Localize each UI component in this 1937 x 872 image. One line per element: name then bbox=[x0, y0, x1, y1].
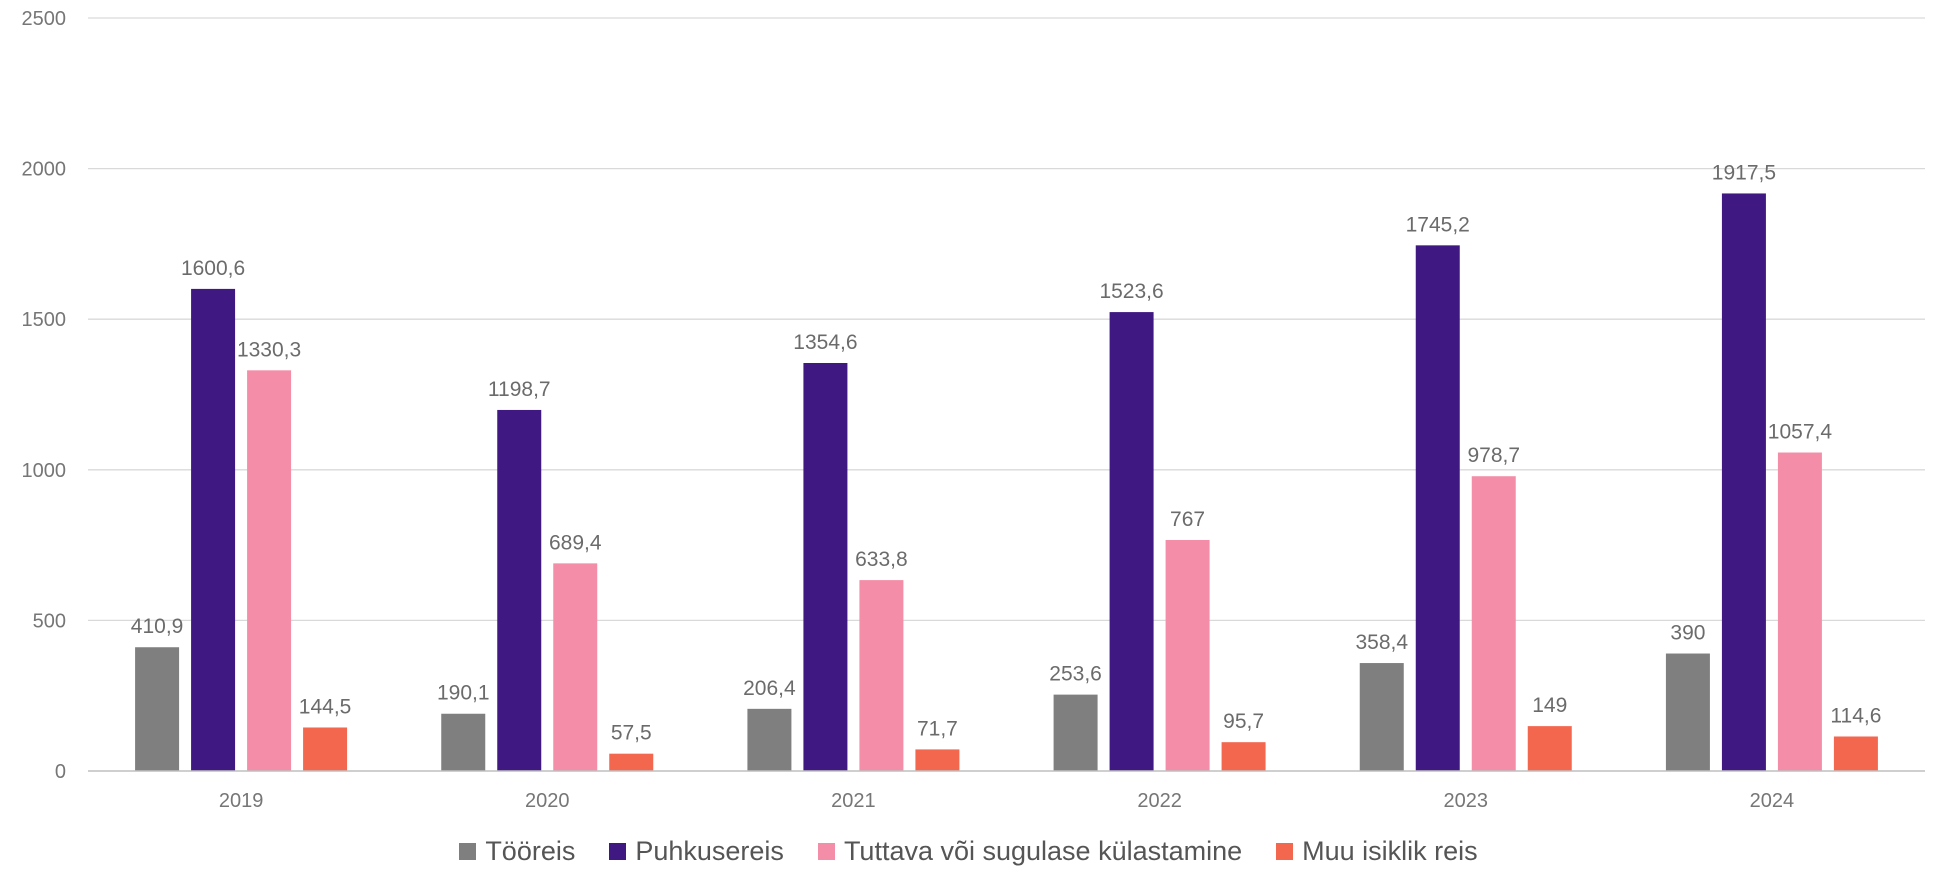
data-label: 978,7 bbox=[1467, 444, 1520, 467]
legend-label: Puhkusereis bbox=[635, 836, 784, 866]
bar bbox=[1109, 312, 1154, 771]
bar bbox=[1053, 694, 1098, 771]
data-label: 1600,6 bbox=[181, 257, 245, 280]
bar bbox=[135, 647, 180, 771]
data-label: 144,5 bbox=[299, 695, 352, 718]
x-tick-label: 2023 bbox=[1444, 790, 1489, 812]
data-label: 358,4 bbox=[1355, 631, 1408, 654]
bar bbox=[1359, 663, 1404, 771]
y-tick-label: 2000 bbox=[22, 159, 67, 181]
data-label: 1057,4 bbox=[1768, 421, 1833, 444]
data-label: 95,7 bbox=[1223, 710, 1264, 733]
bar bbox=[553, 563, 598, 771]
bar bbox=[747, 708, 792, 771]
bar bbox=[1777, 452, 1822, 771]
legend-item: Tööreis bbox=[459, 836, 575, 867]
bar bbox=[1415, 245, 1460, 771]
bar bbox=[1833, 736, 1878, 771]
bar bbox=[441, 713, 486, 771]
data-label: 410,9 bbox=[131, 615, 184, 638]
data-label: 114,6 bbox=[1830, 704, 1881, 727]
bar bbox=[1527, 726, 1572, 771]
data-label: 1523,6 bbox=[1099, 280, 1163, 303]
legend-swatch bbox=[609, 843, 627, 860]
legend-label: Tööreis bbox=[485, 836, 576, 866]
data-label: 253,6 bbox=[1049, 663, 1102, 686]
bar bbox=[803, 362, 848, 771]
data-label: 767 bbox=[1170, 508, 1205, 531]
x-tick-label: 2021 bbox=[831, 790, 876, 812]
data-label: 390 bbox=[1670, 622, 1705, 645]
legend-item: Puhkusereis bbox=[609, 836, 784, 867]
legend-item: Tuttava või sugulase külastamine bbox=[817, 836, 1243, 867]
bar bbox=[915, 749, 960, 771]
bar bbox=[1721, 193, 1766, 772]
bar bbox=[191, 288, 236, 771]
data-label: 1917,5 bbox=[1712, 161, 1776, 184]
legend-item: Muu isiklik reis bbox=[1276, 836, 1478, 867]
x-tick-label: 2019 bbox=[219, 790, 264, 812]
data-label: 57,5 bbox=[611, 722, 652, 745]
y-tick-label: 2500 bbox=[22, 8, 67, 30]
data-label: 149 bbox=[1532, 694, 1567, 717]
bar bbox=[859, 580, 904, 771]
legend-swatch bbox=[1276, 843, 1294, 860]
data-label: 1330,3 bbox=[237, 338, 301, 361]
y-tick-label: 500 bbox=[33, 610, 66, 632]
x-tick-label: 2024 bbox=[1750, 790, 1795, 812]
bar bbox=[303, 727, 348, 771]
y-tick-label: 1000 bbox=[22, 460, 67, 482]
data-label: 633,8 bbox=[855, 548, 908, 571]
bar bbox=[1221, 742, 1266, 771]
bar bbox=[1665, 653, 1710, 771]
data-label: 1354,6 bbox=[793, 331, 857, 354]
legend-label: Muu isiklik reis bbox=[1302, 836, 1478, 866]
data-label: 1745,2 bbox=[1406, 213, 1470, 236]
y-tick-label: 0 bbox=[55, 761, 66, 783]
legend-swatch bbox=[817, 843, 835, 860]
data-label: 190,1 bbox=[437, 682, 490, 705]
bar bbox=[1471, 476, 1516, 771]
bar bbox=[609, 753, 654, 771]
x-tick-label: 2020 bbox=[525, 790, 570, 812]
bar bbox=[1165, 539, 1210, 771]
bar bbox=[247, 370, 292, 771]
y-tick-label: 1500 bbox=[22, 309, 67, 331]
legend-label: Tuttava või sugulase külastamine bbox=[843, 836, 1243, 866]
data-label: 689,4 bbox=[549, 531, 602, 554]
data-label: 1198,7 bbox=[488, 378, 551, 401]
x-tick-label: 2022 bbox=[1137, 790, 1182, 812]
chart-legend: Tööreis Puhkusereis Tuttava või sugulase k… bbox=[0, 836, 1937, 867]
data-label: 71,7 bbox=[917, 717, 958, 740]
data-label: 206,4 bbox=[743, 677, 796, 700]
bar bbox=[497, 409, 542, 771]
legend-swatch bbox=[459, 843, 477, 860]
